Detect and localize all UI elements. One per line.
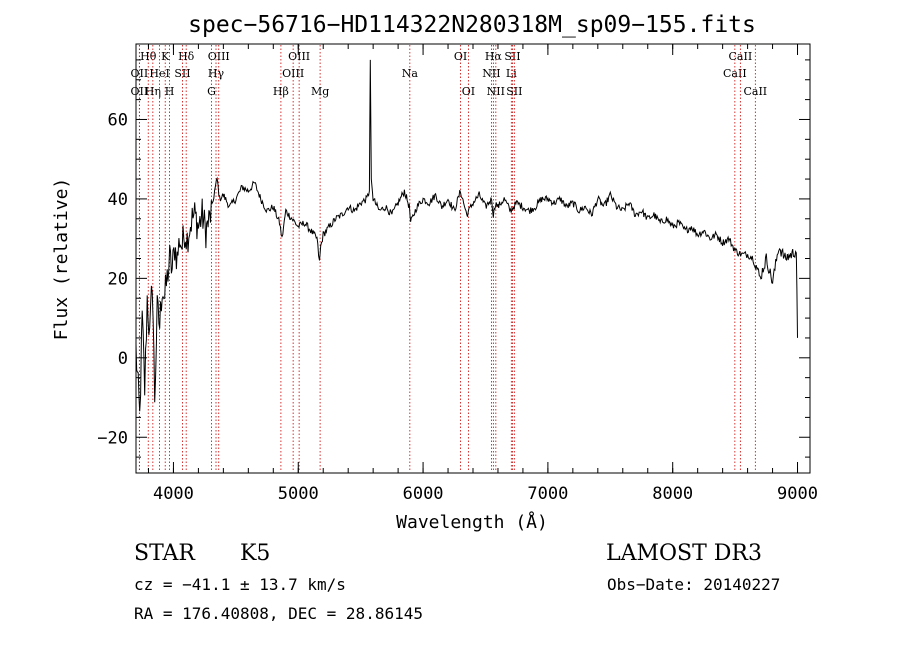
line-marker-label: HeI [149,67,169,80]
line-marker-label: Hα [485,50,503,63]
x-axis-label: Wavelength (Å) [396,511,548,533]
line-marker-label: NII [482,67,500,80]
spectrum-line [135,59,798,412]
y-tick-label: −20 [97,428,128,448]
line-marker-label: SII [504,50,520,63]
survey-name: LAMOST DR3 [606,541,762,566]
line-marker-label: SII [174,67,190,80]
chart-title: spec−56716−HD114322N280318M_sp09−155.fit… [188,12,756,38]
x-tick-label: 6000 [403,484,444,504]
line-marker-label: OIII [288,50,310,63]
plot-area [135,59,798,412]
line-marker-label: NII [487,85,505,98]
y-tick-label: 60 [108,110,128,130]
y-tick-label: 0 [118,349,128,369]
line-marker-label: Hβ [273,85,289,98]
line-marker-label: K [161,50,170,63]
line-marker-label: G [207,85,216,98]
line-marker-label: Mg [311,85,329,98]
plot-frame [135,43,811,474]
line-marker-label: Hθ [140,50,157,63]
line-marker-label: Hγ [208,67,225,80]
x-tick-label: 8000 [652,484,693,504]
y-tick-label: 20 [108,269,128,289]
line-marker-label: Li [506,67,517,80]
x-tick-label: 5000 [278,484,319,504]
object-class: STAR [134,541,196,566]
ra-dec: RA = 176.40808, DEC = 28.86145 [134,604,423,623]
object-subclass: K5 [240,541,270,566]
obs-date: Obs−Date: 20140227 [607,575,780,594]
line-marker-label: H [165,85,175,98]
x-tick-label: 7000 [527,484,568,504]
line-marker-label: SII [506,85,522,98]
x-tick-label: 9000 [777,484,818,504]
line-marker-label: OI [454,50,467,63]
line-marker-label: Na [402,67,419,80]
emission-line-markers: OIIOIIHθHηHeIKHSIIHδGHγOIIIHβOIIIOIIIMgN… [131,45,767,472]
axis-ticks: 4000 5000 6000 7000 8000 9000 −20 0 20 40 60 [97,44,818,504]
line-marker-label: OI [462,85,475,98]
line-marker-label: CaII [723,67,747,80]
line-marker-label: CaII [729,50,753,63]
redshift-cz: cz = −41.1 ± 13.7 km/s [134,575,346,594]
x-tick-label: 4000 [153,484,194,504]
line-marker-label: OII [131,67,149,80]
line-marker-label: Hη [145,85,161,98]
line-marker-label: Hδ [178,50,195,63]
line-marker-label: OIII [282,67,304,80]
line-marker-label: OIII [208,50,230,63]
y-axis-label: Flux (relative) [51,178,72,341]
line-marker-label: CaII [743,85,767,98]
y-tick-label: 40 [108,190,128,210]
